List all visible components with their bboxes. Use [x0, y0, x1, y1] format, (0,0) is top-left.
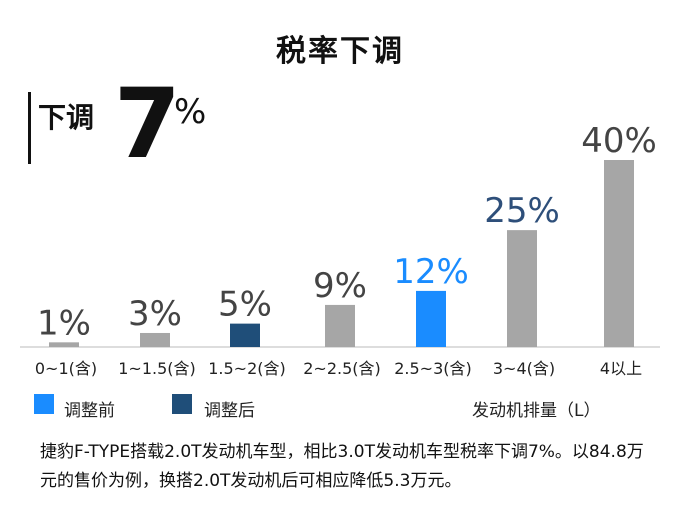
bar-1 [140, 332, 170, 347]
bar-6 [604, 160, 634, 347]
bar-value-label-3: 9% [313, 266, 367, 306]
bar-value-label-5: 25% [484, 191, 560, 231]
category-label-6: 4以上 [600, 359, 642, 378]
legend-label-after: 调整后 [204, 401, 255, 421]
legend-swatch-after [172, 394, 192, 414]
bar-value-label-1: 3% [128, 294, 182, 334]
page-title: 税率下调 [276, 34, 404, 69]
bar-2 [230, 323, 260, 347]
bar-5 [507, 230, 537, 347]
category-label-5: 3~4(含) [493, 359, 555, 378]
category-label-2: 1.5~2(含) [208, 359, 286, 378]
bar-4 [416, 290, 446, 347]
bar-value-label-6: 40% [581, 121, 657, 161]
bar-0 [49, 342, 79, 347]
footnote-text: 捷豹F-TYPE搭载2.0T发动机车型，相比3.0T发动机车型税率下调7%。以8… [40, 442, 644, 491]
headline-divider [28, 92, 31, 164]
bar-value-label-4: 12% [393, 252, 469, 292]
category-label-0: 0~1(含) [35, 359, 97, 378]
headline-text: 下调 [38, 101, 95, 134]
category-label-3: 2~2.5(含) [303, 359, 381, 378]
x-axis-unit-label: 发动机排量（L） [472, 401, 601, 421]
bar-value-label-2: 5% [218, 285, 272, 325]
category-label-4: 2.5~3(含) [394, 359, 472, 378]
legend-swatch-before [34, 394, 54, 414]
headline-percent: % [174, 92, 207, 132]
bar-value-label-0: 1% [37, 303, 91, 343]
tax-rate-bar-chart: 1% 0~1(含) 3% 1~1.5(含) 5% 1.5~2(含) 9% 2~2.5(含) 12… [20, 121, 660, 378]
bar-3 [325, 304, 355, 347]
legend-label-before: 调整前 [64, 401, 115, 421]
category-label-1: 1~1.5(含) [118, 359, 196, 378]
headline-number: 7 [114, 68, 181, 180]
